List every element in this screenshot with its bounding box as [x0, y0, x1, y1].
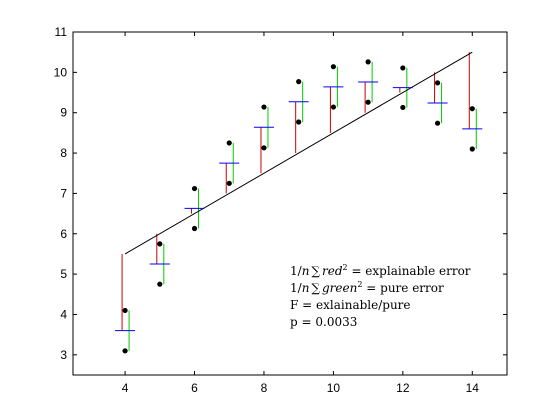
data-point: [469, 146, 475, 152]
data-point: [191, 185, 198, 192]
axis-ticks: [73, 31, 507, 375]
x-tick-label: 8: [261, 381, 268, 395]
data-point: [122, 348, 128, 354]
x-tick-label: 14: [466, 381, 480, 395]
data-point: [330, 104, 336, 110]
chart-marks: [115, 51, 483, 354]
x-tick-label: 6: [191, 381, 198, 395]
data-point: [296, 119, 302, 125]
data-point: [400, 65, 406, 71]
data-point: [434, 80, 441, 86]
data-point: [330, 64, 336, 70]
data-point: [434, 120, 441, 126]
data-point: [191, 225, 198, 232]
annotation-pure-error: 1/n ∑ green2 = pure error: [290, 280, 444, 295]
annotation-explainable-error: 1/n ∑ red2 = explainable error: [290, 263, 471, 278]
data-point: [226, 180, 232, 186]
data-point: [296, 79, 302, 85]
data-point: [469, 106, 475, 112]
regression-line: [124, 51, 473, 255]
annotation-f-statistic: F = exlainable/pure: [290, 298, 411, 312]
data-point: [365, 99, 371, 105]
y-tick-label: 11: [55, 25, 68, 39]
x-tick-label: 4: [122, 381, 129, 395]
y-tick-label: 3: [60, 348, 67, 362]
annotation-p-value: p = 0.0033: [290, 315, 357, 329]
annotation-block: 1/n ∑ red2 = explainable error 1/n ∑ green2 …: [290, 263, 471, 329]
data-point: [157, 281, 163, 287]
x-tick-label: 12: [396, 381, 410, 395]
y-tick-label: 7: [60, 186, 67, 200]
y-tick-label: 6: [60, 227, 67, 241]
y-tick-label: 8: [60, 146, 67, 160]
data-point: [157, 241, 163, 247]
data-point: [226, 140, 232, 146]
y-tick-label: 5: [60, 267, 67, 281]
data-point: [261, 104, 267, 110]
y-tick-label: 4: [60, 307, 67, 321]
y-tick-label: 10: [54, 65, 68, 79]
data-point: [122, 307, 128, 314]
x-tick-label: 10: [327, 381, 341, 395]
data-point: [400, 104, 406, 111]
axis-tick-labels: 4 6 8 10 12 14 3 4 5 6 7 8 9 10 11: [54, 25, 480, 395]
data-point: [365, 59, 371, 65]
data-point: [261, 145, 267, 151]
y-tick-label: 9: [60, 106, 67, 120]
